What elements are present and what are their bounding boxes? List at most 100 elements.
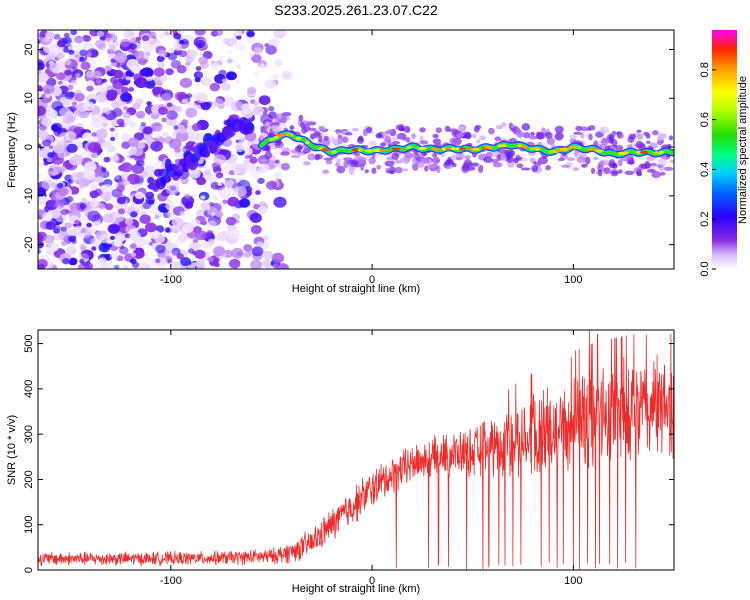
noise-blob bbox=[229, 38, 238, 45]
halo-blob bbox=[322, 169, 330, 174]
snr-xlabel: Height of straight line (km) bbox=[292, 583, 420, 595]
noise-blob bbox=[255, 190, 261, 195]
noise-blob bbox=[86, 80, 95, 88]
halo-blob bbox=[576, 156, 587, 164]
halo-blob bbox=[323, 135, 330, 141]
noise-blob bbox=[88, 93, 97, 100]
snr-ticks: -100 0 100 0 100 200 300 400 500 bbox=[23, 330, 674, 587]
noise-blob bbox=[262, 250, 274, 260]
noise-blob bbox=[122, 264, 129, 269]
halo-blob bbox=[609, 159, 615, 165]
noise-blob bbox=[130, 211, 138, 218]
noise-blob bbox=[174, 106, 182, 113]
noise-blob bbox=[49, 62, 61, 73]
noise-blob bbox=[141, 35, 150, 42]
noise-blob bbox=[79, 56, 85, 61]
noise-blob bbox=[110, 58, 116, 63]
noise-blob bbox=[250, 259, 263, 269]
noise-blob bbox=[135, 110, 146, 119]
signal-hotspot bbox=[357, 148, 364, 152]
noise-blob bbox=[268, 38, 280, 48]
halo-blob bbox=[362, 129, 368, 137]
noise-blob bbox=[128, 121, 137, 128]
noise-blob bbox=[185, 61, 191, 66]
noise-blob bbox=[174, 44, 183, 52]
noise-blob bbox=[134, 77, 148, 89]
halo-blob bbox=[597, 169, 603, 177]
noise-blob bbox=[112, 211, 125, 223]
halo-blob bbox=[308, 127, 317, 132]
halo-blob bbox=[611, 171, 619, 175]
signal-hotspot bbox=[497, 144, 507, 148]
noise-blob bbox=[38, 161, 43, 167]
noise-blob bbox=[273, 172, 282, 179]
ramp-trace bbox=[147, 114, 255, 192]
noise-blob bbox=[116, 185, 125, 193]
noise-blob bbox=[161, 92, 172, 102]
noise-blob bbox=[95, 79, 102, 84]
noise-blob bbox=[104, 65, 112, 72]
halo-blob bbox=[463, 162, 473, 168]
noise-blob bbox=[214, 30, 224, 36]
colorbar-tick-label: 0.8 bbox=[699, 62, 711, 77]
noise-blob bbox=[105, 203, 114, 211]
noise-blob bbox=[234, 132, 244, 141]
noise-blob bbox=[145, 191, 155, 200]
noise-blob bbox=[165, 68, 174, 76]
signal-hotspot bbox=[471, 147, 480, 151]
noise-blob bbox=[129, 183, 140, 192]
halo-blob bbox=[385, 130, 394, 135]
noise-blob bbox=[114, 175, 120, 180]
noise-blob bbox=[95, 128, 108, 140]
noise-blob bbox=[110, 61, 118, 67]
noise-blob bbox=[213, 97, 224, 107]
noise-blob bbox=[145, 51, 151, 57]
noise-blob bbox=[109, 127, 115, 132]
spectrogram-ylabel: Frequency (Hz) bbox=[6, 112, 18, 188]
noise-blob bbox=[166, 102, 173, 108]
noise-blob bbox=[114, 52, 128, 63]
noise-blob bbox=[246, 35, 256, 44]
noise-blob bbox=[120, 38, 131, 48]
noise-blob bbox=[42, 212, 53, 222]
noise-blob bbox=[229, 258, 241, 269]
ramp-blob bbox=[238, 117, 248, 125]
noise-blob bbox=[38, 59, 44, 67]
halo-blob bbox=[544, 131, 553, 139]
noise-blob bbox=[191, 218, 201, 227]
ramp-blob bbox=[246, 122, 254, 129]
y-tick-label: 400 bbox=[23, 380, 35, 398]
halo-blob bbox=[307, 121, 317, 126]
noise-blob bbox=[176, 65, 187, 74]
noise-blob bbox=[249, 52, 254, 57]
noise-blob bbox=[155, 244, 166, 254]
noise-blob bbox=[268, 106, 275, 112]
signal-hotspot bbox=[455, 147, 460, 151]
noise-blob bbox=[215, 172, 224, 179]
noise-blob bbox=[67, 84, 74, 91]
noise-blob bbox=[228, 170, 236, 176]
halo-blob bbox=[473, 126, 480, 133]
halo-blob bbox=[599, 159, 605, 168]
noise-blob bbox=[56, 182, 64, 189]
halo-blob bbox=[447, 156, 452, 164]
noise-blob bbox=[126, 58, 139, 70]
noise-blob bbox=[273, 58, 283, 67]
halo-blob bbox=[384, 160, 395, 167]
noise-blob bbox=[161, 117, 168, 123]
noise-blob bbox=[48, 145, 54, 150]
halo-blob bbox=[471, 162, 480, 167]
noise-blob bbox=[53, 33, 61, 40]
spectrogram-xlabel: Height of straight line (km) bbox=[292, 283, 420, 295]
noise-blob bbox=[108, 53, 116, 60]
halo-blob bbox=[645, 133, 651, 139]
noise-blob bbox=[167, 52, 178, 61]
noise-blob bbox=[217, 181, 223, 187]
noise-blob bbox=[87, 227, 93, 233]
halo-blob bbox=[336, 158, 341, 164]
signal-hotspot bbox=[276, 133, 286, 137]
halo-blob bbox=[391, 141, 401, 145]
noise-blob bbox=[67, 234, 77, 242]
